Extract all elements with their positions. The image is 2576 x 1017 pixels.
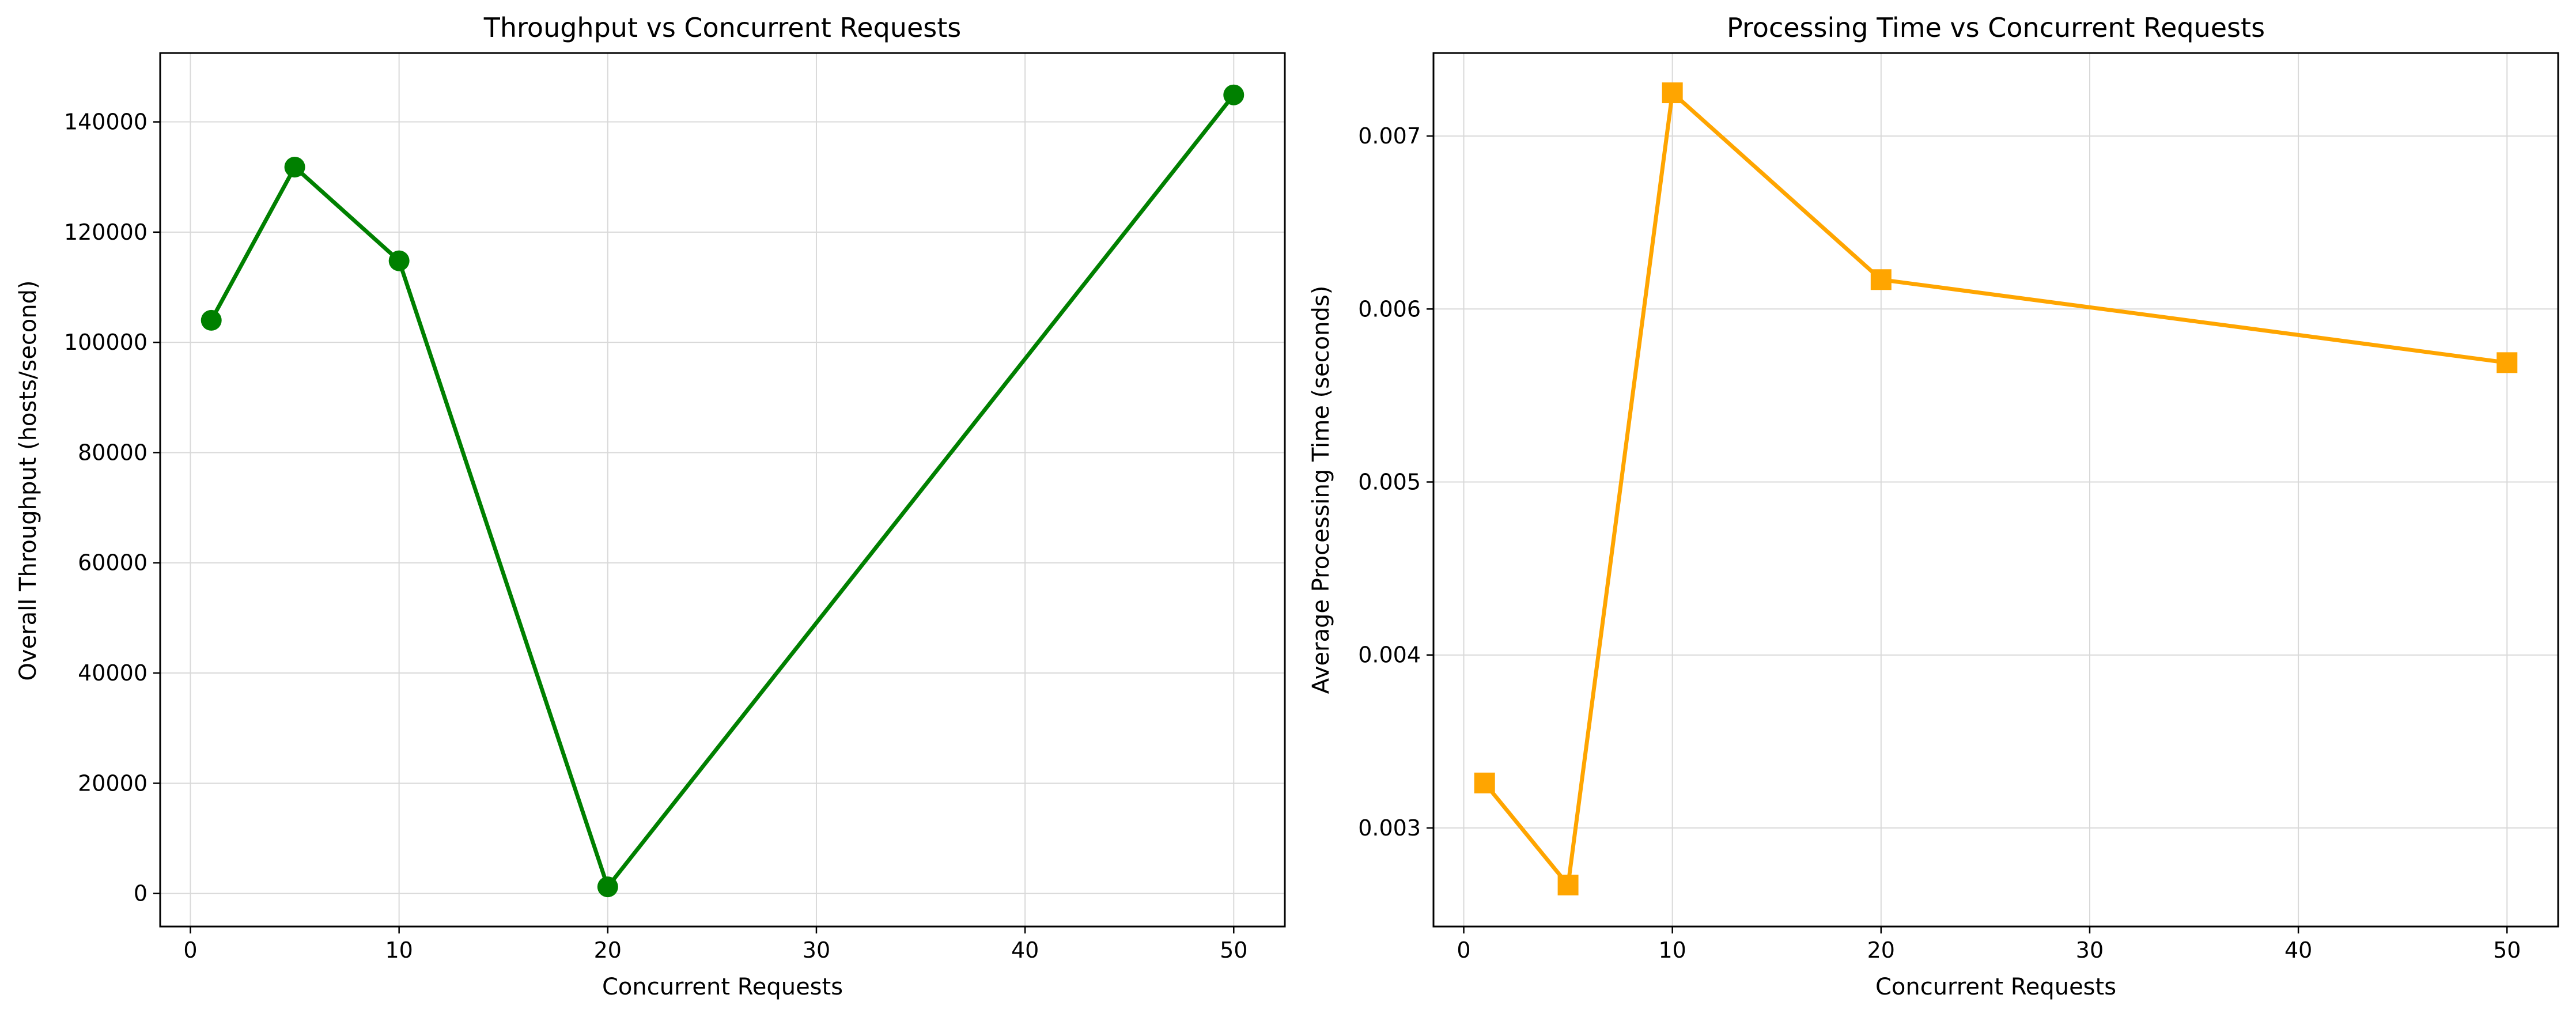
throughput-y-tick-label: 100000	[64, 330, 147, 355]
throughput-x-tick-label: 30	[803, 937, 830, 963]
processing-time-x-tick-label: 30	[2076, 937, 2104, 963]
throughput-y-tick-label: 0	[134, 881, 147, 906]
processing-time-x-tick-label: 0	[1457, 937, 1470, 963]
throughput-y-tick-label: 60000	[78, 550, 147, 576]
processing-time-series-line	[1482, 90, 2507, 887]
throughput-data-point	[597, 876, 618, 898]
throughput-y-tick-label: 80000	[78, 440, 147, 465]
throughput-data-point	[201, 309, 222, 331]
throughput-x-tick-label: 50	[1220, 937, 1247, 963]
throughput-data-point	[388, 250, 410, 271]
processing-time-y-tick-label: 0.007	[1358, 123, 1421, 149]
throughput-plot-frame	[159, 52, 1286, 928]
throughput-data-point	[1223, 84, 1245, 105]
processing-time-y-axis-label: Average Processing Time (seconds)	[1308, 286, 1334, 694]
processing-time-x-tick-label: 50	[2493, 937, 2521, 963]
throughput-y-tick-label: 120000	[64, 220, 147, 245]
processing-time-data-point	[1557, 874, 1579, 895]
processing-time-chart: Processing Time vs Concurrent Requests C…	[1308, 12, 2559, 1000]
processing-time-x-tick-label: 10	[1658, 937, 1686, 963]
processing-time-data-point	[1662, 82, 1683, 104]
processing-time-data-point	[1870, 269, 1892, 290]
processing-time-data-point	[1474, 772, 1495, 793]
processing-time-y-tick-label: 0.005	[1358, 469, 1421, 494]
throughput-y-tick-label: 20000	[78, 770, 147, 796]
processing-time-x-tick-label: 20	[1867, 937, 1895, 963]
throughput-chart: Throughput vs Concurrent Requests Concur…	[15, 12, 1286, 1000]
throughput-x-tick-label: 40	[1011, 937, 1039, 963]
throughput-y-axis-label: Overall Throughput (hosts/second)	[15, 280, 41, 680]
processing-time-chart-title: Processing Time vs Concurrent Requests	[1727, 12, 2265, 43]
processing-time-y-tick-label: 0.006	[1358, 296, 1421, 322]
throughput-x-tick-label: 20	[594, 937, 622, 963]
processing-time-x-axis-label: Concurrent Requests	[1875, 974, 2116, 1000]
throughput-x-tick-label: 0	[183, 937, 197, 963]
throughput-x-tick-label: 10	[385, 937, 413, 963]
processing-time-y-tick-label: 0.004	[1358, 642, 1421, 668]
processing-time-data-point	[2496, 352, 2518, 373]
processing-time-x-tick-label: 40	[2284, 937, 2312, 963]
throughput-y-tick-label: 40000	[78, 660, 147, 686]
throughput-x-axis-label: Concurrent Requests	[602, 974, 843, 1000]
throughput-series-line	[209, 93, 1236, 889]
throughput-y-tick-label: 140000	[64, 109, 147, 135]
throughput-chart-title: Throughput vs Concurrent Requests	[483, 12, 961, 43]
processing-time-y-tick-label: 0.003	[1358, 815, 1421, 841]
processing-time-plot-frame	[1432, 52, 2559, 928]
throughput-data-point	[284, 156, 305, 177]
